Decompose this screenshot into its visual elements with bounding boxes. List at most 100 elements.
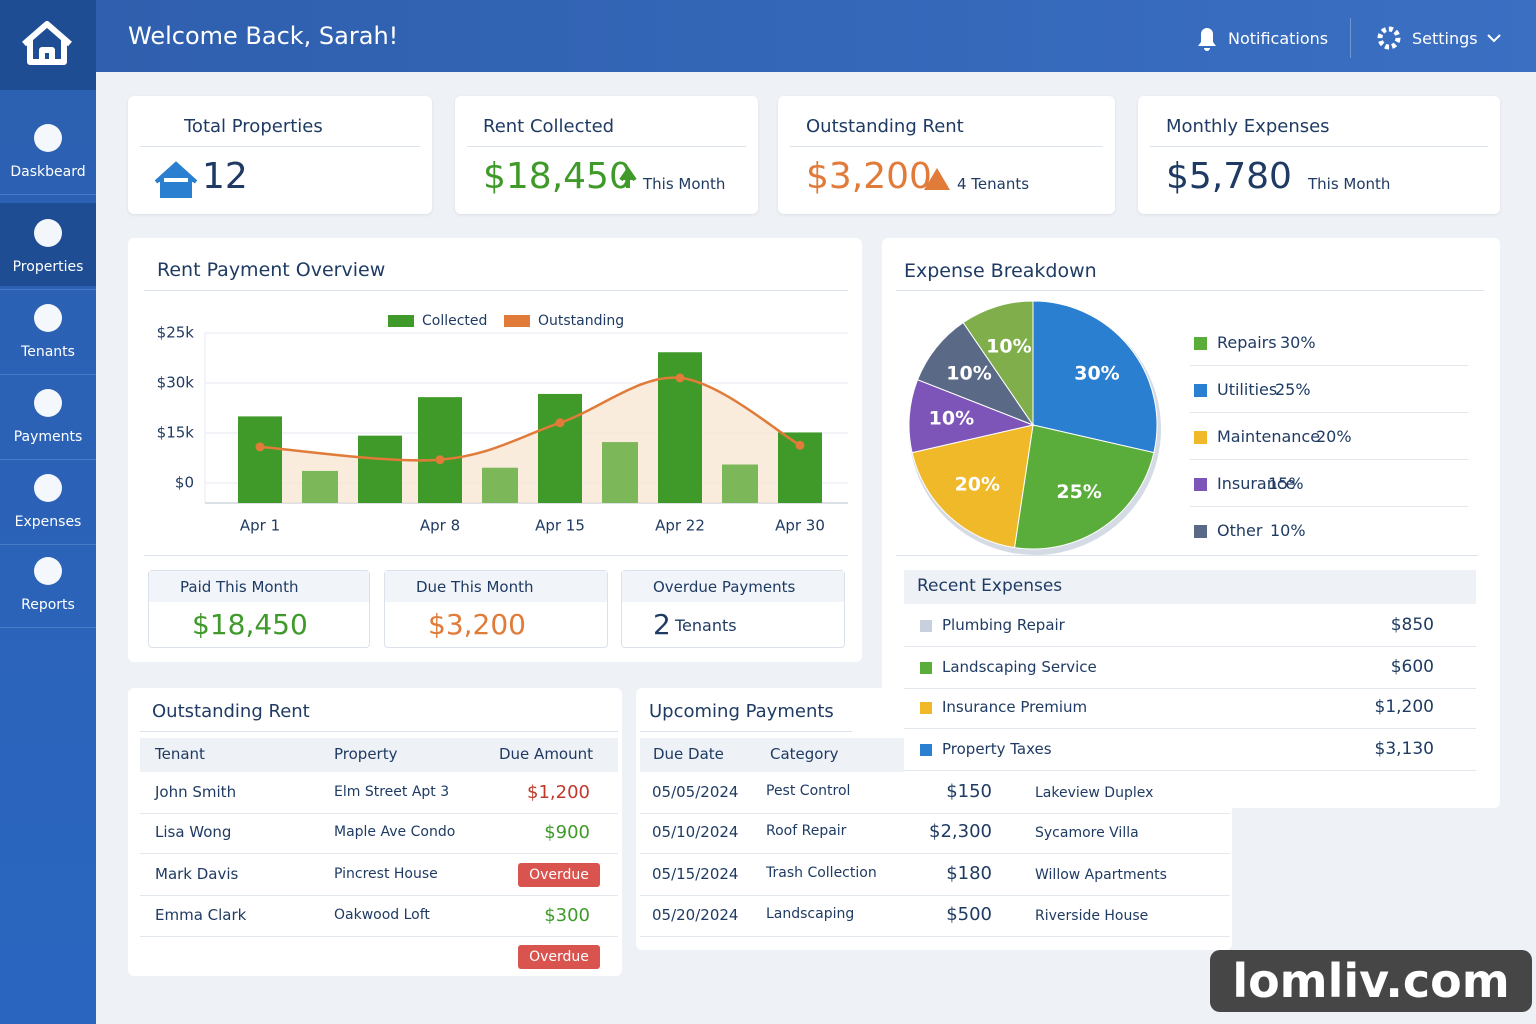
nav-item[interactable]: Payments (13, 429, 83, 445)
legend-name: Utilities (1217, 380, 1278, 399)
legend-swatch (1194, 337, 1207, 350)
panel (128, 688, 622, 976)
kpi-card (1138, 96, 1500, 214)
settings[interactable]: Settings (1412, 29, 1478, 48)
cell: Oakwood Loft (334, 907, 430, 923)
panel-divider (140, 731, 618, 732)
status-badge: Overdue (518, 945, 600, 969)
cell: 05/10/2024 (652, 823, 739, 841)
panel-divider (896, 555, 1478, 556)
kpi-card (455, 96, 758, 214)
legend-name: Other (1217, 521, 1263, 540)
notifications[interactable]: Notifications (1228, 29, 1329, 48)
sidebar-logo[interactable] (0, 0, 96, 90)
column-header: Tenant (155, 745, 205, 763)
header-bar (96, 0, 1536, 72)
legend-value: 15% (1268, 474, 1304, 493)
nav-divider (0, 627, 96, 628)
legend-value: 25% (1275, 380, 1311, 399)
kpi-title: Outstanding Rent (806, 116, 964, 137)
cell: John Smith (155, 783, 237, 801)
kpi-title: Rent Collected (483, 116, 615, 137)
nav-item[interactable]: Expenses (14, 514, 82, 530)
legend-value: 30% (1280, 333, 1316, 352)
cell: Landscaping (766, 906, 855, 922)
cell: Sycamore Villa (1035, 825, 1139, 841)
summary-title: Due This Month (416, 578, 534, 596)
summary-title: Overdue Payments (653, 578, 796, 596)
panel-title: Expense Breakdown (904, 260, 1097, 282)
nav-divider (0, 289, 96, 290)
legend-swatch (1194, 431, 1207, 444)
nav-item[interactable]: Reports (21, 597, 75, 613)
row-divider (140, 813, 618, 814)
panel-divider (640, 731, 852, 732)
legend-swatch (1194, 384, 1207, 397)
panel-divider (896, 290, 1484, 291)
amount-cell: $180 (946, 863, 992, 884)
nav-divider (0, 459, 96, 460)
table-header (640, 738, 904, 772)
expense-name: Plumbing Repair (942, 616, 1065, 634)
panel-divider (144, 290, 848, 291)
cell: 05/05/2024 (652, 783, 739, 801)
amount-cell: $150 (946, 781, 992, 802)
cell: Emma Clark (155, 906, 247, 924)
cell: Pest Control (766, 783, 851, 799)
column-header: Due Amount (499, 745, 593, 763)
expense-swatch (920, 744, 932, 756)
legend-name: Insurance (1217, 474, 1296, 493)
cell: Elm Street Apt 3 (334, 784, 450, 800)
row-divider (640, 813, 1230, 814)
row-divider (140, 853, 618, 854)
summary-header (622, 571, 844, 602)
expense-amount: $600 (1390, 657, 1434, 677)
header-title: Welcome Back, Sarah! (128, 22, 399, 50)
section-header (904, 570, 1476, 604)
row-divider (904, 646, 1476, 647)
cell: 05/20/2024 (652, 906, 739, 924)
nav-divider (0, 194, 96, 195)
row-divider (904, 770, 1476, 771)
nav-item[interactable]: Daskbeard (10, 164, 86, 180)
cell: Maple Ave Condo (334, 824, 456, 840)
column-header: Category (770, 745, 839, 763)
legend-swatch (1194, 525, 1207, 538)
panel-title: Upcoming Payments (649, 701, 834, 722)
summary-value: 2 (653, 608, 671, 641)
legend-value: 10% (1270, 521, 1306, 540)
kpi-note: 4 Tenants (957, 175, 1030, 193)
panel-title: Rent Payment Overview (157, 259, 386, 281)
table-header (140, 738, 618, 772)
row-divider (140, 895, 618, 896)
kpi-note: This Month (643, 175, 726, 193)
nav-item[interactable]: Tenants (21, 344, 75, 360)
kpi-value: $3,200 (806, 156, 932, 197)
expense-name: Property Taxes (942, 740, 1052, 758)
cell: Mark Davis (155, 865, 239, 883)
legend-divider (1190, 412, 1468, 413)
kpi-card (128, 96, 432, 214)
header-divider (1350, 18, 1351, 58)
cell: Pincrest House (334, 866, 438, 882)
amount-cell: $500 (946, 904, 992, 925)
legend-divider (1190, 506, 1468, 507)
kpi-title: Total Properties (184, 116, 323, 137)
panel-title: Outstanding Rent (152, 701, 310, 722)
cell: Willow Apartments (1035, 867, 1167, 883)
row-divider (140, 936, 618, 937)
column-header: Property (334, 745, 398, 763)
expense-swatch (920, 620, 932, 632)
nav-divider (0, 374, 96, 375)
nav-item[interactable]: Properties (12, 259, 84, 275)
kpi-divider (790, 146, 1103, 147)
expense-swatch (920, 702, 932, 714)
amount-cell: $900 (544, 822, 590, 843)
summary-title: Paid This Month (180, 578, 299, 596)
row-divider (904, 688, 1476, 689)
kpi-note: This Month (1308, 175, 1391, 193)
expense-amount: $3,130 (1374, 739, 1434, 759)
kpi-card (778, 96, 1115, 214)
summary-header (149, 571, 369, 602)
